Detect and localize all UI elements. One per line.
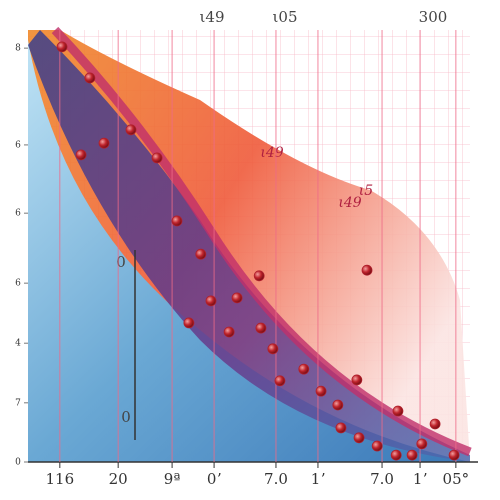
point <box>223 326 235 338</box>
point <box>390 449 402 461</box>
x-tick-label: 20 <box>109 470 128 488</box>
point <box>205 295 217 307</box>
annotation: ι49 <box>338 195 361 211</box>
blue-area <box>28 40 470 462</box>
point <box>75 149 87 161</box>
annotation: ι5 <box>359 183 373 199</box>
x-tick-label: 1ʼ <box>311 470 326 488</box>
annotation: 0 <box>121 408 131 426</box>
point <box>351 374 363 386</box>
x-tick-label: 1ʼ <box>413 470 428 488</box>
y-tick-label: 6 <box>15 140 21 150</box>
x-tick-label: 116 <box>46 470 75 488</box>
point <box>151 152 163 164</box>
y-tick-label: 0 <box>15 458 21 468</box>
point <box>406 449 418 461</box>
x-tick-label: 0ʼ <box>207 470 222 488</box>
y-tick-label: 8 <box>15 44 21 54</box>
point <box>274 375 286 387</box>
point <box>429 418 441 430</box>
y-tick-label: 4 <box>15 339 21 349</box>
point <box>56 41 68 53</box>
point <box>125 124 137 136</box>
point <box>231 292 243 304</box>
point <box>371 440 383 452</box>
point <box>98 137 110 149</box>
y-tick-label: 7 <box>15 398 21 408</box>
y-tick-label: 6 <box>15 209 21 219</box>
y-tick-label: 6 <box>15 279 21 289</box>
point <box>416 438 428 450</box>
point <box>183 317 195 329</box>
point <box>267 343 279 355</box>
point <box>84 72 96 84</box>
point <box>253 270 265 282</box>
x-tick-label: 05° <box>443 470 470 488</box>
point <box>195 248 207 260</box>
annotation: ι49 <box>260 145 283 161</box>
top-label: 300 <box>419 8 448 26</box>
annotation: 0 <box>116 253 126 271</box>
band <box>28 30 470 462</box>
x-tick-label: 9ª <box>164 470 181 488</box>
point <box>171 215 183 227</box>
top-label: ι05 <box>273 8 298 26</box>
point <box>448 449 460 461</box>
point <box>255 322 267 334</box>
x-tick-label: 7.0 <box>370 470 394 488</box>
x-tick-label: 7.0 <box>264 470 288 488</box>
point <box>315 385 327 397</box>
point <box>332 399 344 411</box>
point <box>298 363 310 375</box>
top-label: ι49 <box>200 8 225 26</box>
point <box>361 264 373 276</box>
point <box>392 405 404 417</box>
point <box>335 422 347 434</box>
point <box>353 432 365 444</box>
